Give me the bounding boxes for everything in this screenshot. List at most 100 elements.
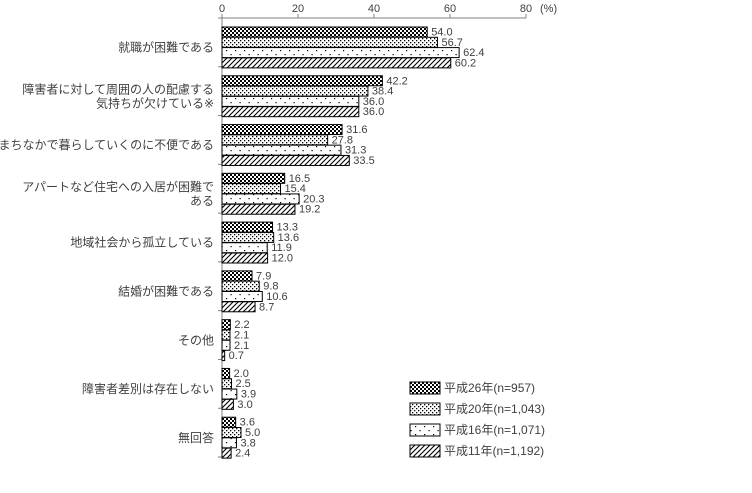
- bar: [221, 416, 237, 428]
- bar: [221, 252, 269, 264]
- bar: [221, 57, 452, 69]
- bar-value-label: 2.2: [234, 319, 249, 331]
- bar: [221, 378, 232, 390]
- bar: [221, 427, 242, 439]
- bar: [221, 339, 231, 351]
- bar: [221, 26, 428, 38]
- bar-value-label: 15.4: [285, 183, 306, 195]
- bar-value-label: 3.8: [240, 437, 255, 449]
- bar-group: 2.02.53.93.0 障害者差別は存在しない: [82, 367, 256, 411]
- legend-label: 平成16年(n=1,071): [444, 423, 545, 437]
- y-axis: [218, 17, 223, 458]
- bar-value-label: 2.0: [234, 368, 249, 380]
- x-axis: 0 20 40 60 80 (%): [219, 3, 557, 19]
- bar: [221, 47, 460, 59]
- x-tick-label: 0: [219, 3, 225, 15]
- bar-value-label: 42.2: [386, 75, 407, 87]
- bar-group: 42.238.436.036.0障害者に対して周囲の人の配慮する気持ちが欠けてい…: [22, 75, 408, 118]
- bar-value-label: 38.4: [372, 86, 393, 98]
- bar-value-label: 7.9: [256, 270, 271, 282]
- bar: [221, 193, 300, 205]
- category-label: アパートなど住宅への入居が困難である: [22, 179, 214, 208]
- bar-group: 54.056.762.460.2 就職が困難である: [118, 26, 485, 69]
- bar: [221, 437, 237, 449]
- bar: [221, 85, 369, 97]
- bar: [221, 95, 360, 107]
- bar: [221, 447, 232, 459]
- bar-value-label: 20.3: [303, 193, 324, 205]
- x-tick-label: 80: [520, 3, 532, 15]
- legend-label: 平成20年(n=1,043): [444, 402, 545, 416]
- bar-value-label: 36.0: [363, 106, 384, 118]
- bar: [221, 221, 274, 233]
- x-tick-label: 20: [292, 3, 304, 15]
- category-label: 障害者に対して周囲の人の配慮する気持ちが欠けている※: [22, 81, 214, 110]
- bar-value-label: 60.2: [455, 57, 476, 69]
- legend-label: 平成11年(n=1,192): [444, 444, 544, 458]
- bar-value-label: 62.4: [463, 47, 484, 59]
- bar: [221, 388, 238, 400]
- legend-swatch: [409, 444, 441, 458]
- bar: [221, 290, 263, 302]
- bar: [221, 242, 268, 254]
- legend-item: 平成26年(n=957): [409, 381, 535, 395]
- legend-swatch: [409, 423, 441, 437]
- bar-value-label: 2.5: [236, 378, 251, 390]
- bar: [221, 319, 231, 331]
- bar-value-label: 5.0: [245, 427, 260, 439]
- bar-value-label: 16.5: [289, 173, 310, 185]
- bar: [221, 144, 342, 156]
- category-label: その他: [178, 333, 214, 347]
- bar-group: 13.313.611.912.0 地域社会から孤立している: [70, 221, 299, 265]
- bar-value-label: 2.4: [235, 448, 250, 460]
- bar-value-label: 11.9: [271, 242, 292, 254]
- bar-value-label: 31.6: [346, 124, 367, 136]
- category-label: 地域社会から孤立している: [70, 235, 214, 250]
- bar-value-label: 10.6: [266, 291, 287, 303]
- bar-value-label: 9.8: [263, 281, 278, 293]
- category-label: 就職が困難である: [118, 40, 214, 55]
- bar-group: 3.65.03.82.4 無回答: [178, 416, 260, 460]
- bar: [221, 301, 256, 313]
- bar: [221, 231, 275, 243]
- percent-unit-label: (%): [540, 3, 557, 15]
- legend-swatch: [409, 381, 441, 395]
- x-tick-label: 60: [444, 3, 456, 15]
- bar: [221, 36, 438, 48]
- bar-value-label: 2.1: [234, 340, 249, 352]
- bar: [221, 124, 343, 136]
- legend: 平成26年(n=957) 平成20年(n=1,043) 平成16年(n=1,071)…: [409, 381, 545, 458]
- x-tick-label: 40: [368, 3, 380, 15]
- category-label: 結婚が困難である: [118, 283, 214, 298]
- bar: [221, 398, 234, 410]
- bar-value-label: 33.5: [353, 155, 374, 167]
- bar-value-label: 8.7: [259, 301, 274, 313]
- bar: [221, 75, 383, 87]
- category-label: まちなかで暮らしていくのに不便である: [0, 138, 214, 152]
- bar: [221, 350, 226, 362]
- bar-value-label: 2.1: [234, 329, 249, 341]
- bar: [221, 270, 253, 282]
- bar-value-label: 12.0: [272, 253, 293, 265]
- bar: [221, 183, 282, 195]
- bar-value-label: 3.0: [237, 399, 252, 411]
- bar-group: 31.627.831.333.5 まちなかで暮らしていくのに不便である: [0, 124, 375, 167]
- bar-value-label: 56.7: [441, 37, 462, 49]
- bar-value-label: 3.9: [241, 389, 256, 401]
- bar-value-label: 31.3: [345, 145, 366, 157]
- category-label: 無回答: [178, 430, 214, 445]
- bar-value-label: 3.6: [240, 417, 255, 429]
- bar: [221, 106, 360, 118]
- bar: [221, 172, 286, 184]
- bar-value-label: 27.8: [332, 134, 353, 146]
- bar: [221, 134, 329, 146]
- bar-value-label: 36.0: [363, 96, 384, 108]
- category-label: 障害者差別は存在しない: [82, 381, 214, 396]
- bar-group: 16.515.420.319.2 アパートなど住宅への入居が困難である: [22, 172, 325, 216]
- legend-item: 平成20年(n=1,043): [409, 402, 545, 416]
- legend-item: 平成11年(n=1,192): [409, 444, 544, 458]
- bar-value-label: 13.6: [278, 232, 299, 244]
